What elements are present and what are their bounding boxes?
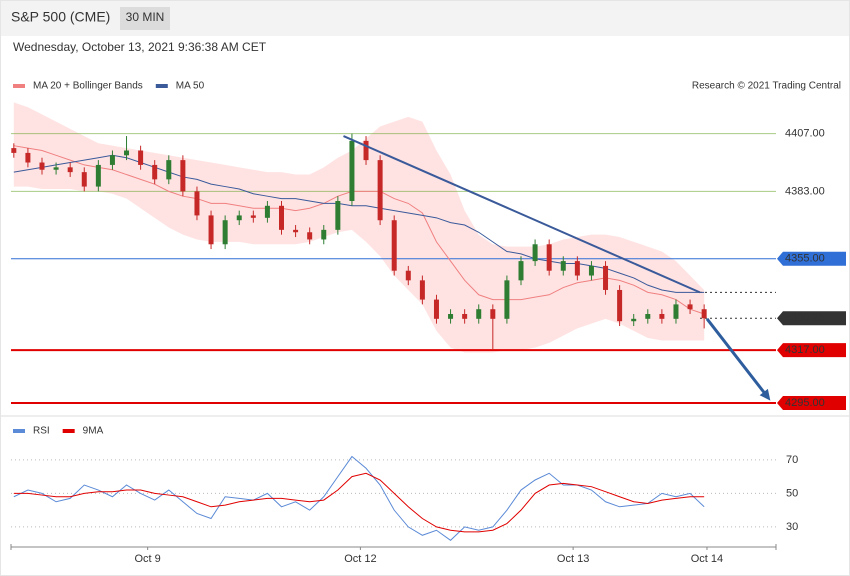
candle-body — [673, 304, 679, 319]
candle-body — [250, 215, 256, 218]
candle-body — [293, 229, 299, 233]
candle-body — [95, 164, 101, 187]
candle-body — [631, 318, 637, 322]
level-tag — [777, 395, 846, 410]
candle-body — [518, 261, 524, 281]
candle-body — [180, 160, 186, 192]
candle-body — [109, 155, 115, 165]
candle-body — [166, 160, 172, 180]
candle-body — [448, 314, 454, 319]
rsi-tick-label: 30 — [786, 521, 798, 533]
level-label: 4295.00 — [785, 397, 825, 409]
candle-body — [349, 140, 355, 201]
ma-line — [13, 154, 705, 293]
candle-body — [532, 244, 538, 262]
candle-body — [222, 220, 228, 245]
candle-body — [659, 314, 665, 319]
level-label: 4407.00 — [785, 128, 825, 140]
candle-body — [124, 150, 130, 156]
candle-body — [377, 160, 383, 221]
rsi-tick-label: 70 — [786, 454, 798, 466]
arrow-head — [759, 388, 771, 401]
level-tag — [777, 343, 846, 358]
candle-body — [278, 205, 284, 230]
x-tick-label: Oct 14 — [691, 553, 723, 565]
candle-body — [701, 309, 707, 319]
candle-body — [81, 172, 87, 187]
candle-body — [138, 150, 144, 165]
legend-label: RSI — [33, 426, 50, 437]
x-tick-label: Oct 12 — [344, 553, 376, 565]
credit: Research © 2021 Trading Central — [692, 81, 841, 92]
legend-swatch — [62, 429, 75, 433]
candle-body — [307, 232, 313, 240]
trendline — [343, 135, 701, 294]
subtitle: Wednesday, October 13, 2021 9:36:38 AM C… — [13, 40, 267, 54]
candle-body — [405, 270, 411, 281]
rsi-line — [13, 455, 705, 541]
candle-body — [433, 299, 439, 319]
ma-line — [13, 145, 705, 315]
candle-body — [546, 244, 552, 271]
level-label: 4355.00 — [785, 253, 825, 265]
candle-body — [11, 148, 17, 153]
candle-body — [53, 167, 59, 170]
candle-body — [687, 304, 693, 310]
candle-body — [363, 140, 369, 161]
candle-body — [419, 280, 425, 300]
candle-body — [236, 215, 242, 221]
chart-title: S&P 500 (CME) — [11, 9, 110, 25]
x-tick-label: Oct 9 — [135, 553, 161, 565]
level-label: 4330.25 — [785, 312, 825, 324]
candle-body — [645, 314, 651, 319]
bollinger-band — [13, 102, 705, 353]
legend-swatch — [13, 429, 25, 433]
level-label: 4317.00 — [785, 344, 825, 356]
candle-body — [391, 220, 397, 271]
candle-body — [588, 265, 594, 276]
legend-swatch — [155, 84, 168, 88]
candle-body — [25, 152, 31, 163]
candle-body — [574, 261, 580, 276]
legend-label: 9MA — [83, 426, 104, 437]
candle-body — [208, 215, 214, 245]
interval: 30 MIN — [126, 10, 165, 24]
candle-body — [617, 289, 623, 322]
candle-body — [335, 200, 341, 230]
level-tag — [777, 311, 846, 326]
rsi-line — [13, 472, 705, 533]
rsi-tick-label: 50 — [786, 487, 798, 499]
candle-body — [152, 164, 158, 180]
candle-body — [504, 280, 510, 319]
candle-body — [321, 229, 327, 240]
interval-box — [120, 7, 170, 30]
legend-label: MA 50 — [176, 81, 205, 92]
candle-body — [560, 261, 566, 271]
candle-body — [476, 309, 482, 319]
candle-body — [194, 191, 200, 216]
legend-label: MA 20 + Bollinger Bands — [33, 81, 143, 92]
x-tick-label: Oct 13 — [557, 553, 589, 565]
level-label: 4383.00 — [785, 185, 825, 197]
legend-swatch — [13, 84, 25, 88]
forecast-arrow — [705, 317, 768, 397]
candle-body — [490, 309, 496, 319]
level-tag — [777, 251, 846, 266]
candle-body — [264, 205, 270, 218]
candle-body — [462, 314, 468, 319]
candle-body — [603, 265, 609, 290]
candle-body — [67, 167, 73, 173]
candle-body — [39, 162, 45, 170]
